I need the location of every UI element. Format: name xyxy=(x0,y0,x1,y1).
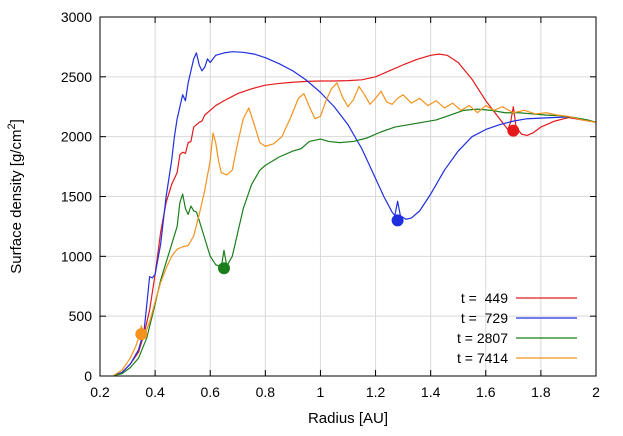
series-line-t-7414 xyxy=(113,82,597,376)
y-tick-label: 2500 xyxy=(61,69,92,85)
series-marker-t-449 xyxy=(507,124,520,137)
y-axis-label-end: ] xyxy=(8,119,25,123)
y-axis-label: Surface density [g/cm2] xyxy=(6,119,25,274)
y-tick-label: 0 xyxy=(84,368,92,384)
legend-label: t = 729 xyxy=(461,310,508,326)
x-tick-labels: 0.2 0.4 0.6 0.8 1 1.2 1.4 1.6 1.8 2 xyxy=(90,384,600,400)
x-tick-label: 0.8 xyxy=(256,384,276,400)
y-tick-label: 1000 xyxy=(61,248,92,264)
x-tick-label: 1.2 xyxy=(366,384,386,400)
x-tick-label: 1.8 xyxy=(531,384,551,400)
legend-label: t = 7414 xyxy=(457,350,508,366)
x-tick-label: 2 xyxy=(592,384,600,400)
y-tick-label: 1500 xyxy=(61,189,92,205)
series-line-t-2807 xyxy=(113,108,597,376)
ticks xyxy=(99,16,597,377)
y-tick-label: 500 xyxy=(69,308,93,324)
x-axis-label: Radius [AU] xyxy=(308,410,388,427)
series-marker-t-729 xyxy=(391,214,404,227)
legend-label: t = 2807 xyxy=(457,330,508,346)
series-line-t-729 xyxy=(113,51,597,376)
y-axis-label-sup: 2 xyxy=(6,123,18,129)
y-tick-labels: 0 500 1000 1500 2000 2500 3000 xyxy=(61,9,92,384)
y-tick-label: 2000 xyxy=(61,129,92,145)
x-tick-label: 0.2 xyxy=(90,384,110,400)
x-tick-label: 0.4 xyxy=(145,384,165,400)
x-tick-label: 1.6 xyxy=(476,384,496,400)
grid xyxy=(100,17,596,376)
markers xyxy=(135,124,520,341)
x-tick-label: 0.6 xyxy=(200,384,220,400)
legend: t = 449 t = 729 t = 2807 t = 7414 xyxy=(457,290,577,366)
x-tick-label: 1 xyxy=(317,384,325,400)
series-marker-t-7414 xyxy=(135,328,148,341)
y-tick-label: 3000 xyxy=(61,9,92,25)
series-marker-t-2807 xyxy=(218,262,230,275)
x-tick-label: 1.4 xyxy=(421,384,441,400)
y-axis-label-main: Surface density [g/cm xyxy=(8,130,25,274)
series-line-t-449 xyxy=(113,53,597,376)
curves xyxy=(113,51,597,376)
legend-label: t = 449 xyxy=(461,290,508,306)
